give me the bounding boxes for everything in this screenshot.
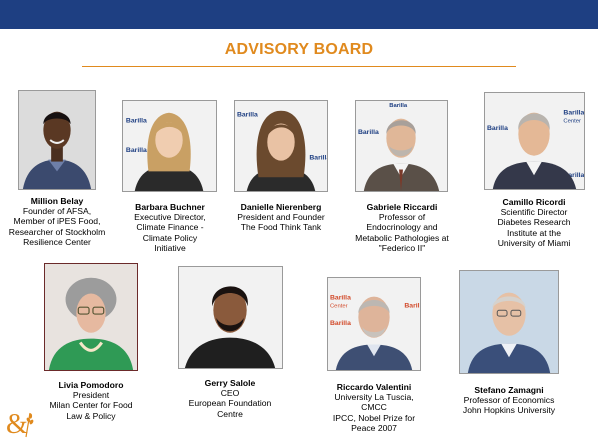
photo-gabriele-riccardi: Barilla Barilla xyxy=(355,100,448,192)
member-role-line: Endocrinology and xyxy=(366,222,438,233)
caption-gabriele-riccardi: Gabriele Riccardi Professor of Endocrino… xyxy=(340,202,464,253)
caption-barbara-buchner: Barbara Buchner Executive Director, Clim… xyxy=(114,202,226,253)
caption-riccardo-valentini: Riccardo Valentini University La Tuscia,… xyxy=(312,382,436,433)
member-role-line: President and Founder xyxy=(237,212,325,223)
photo-stefano-zamagni xyxy=(459,270,559,374)
member-role-line: Professor of Economics xyxy=(463,395,555,406)
backdrop-logo-text: Barilla xyxy=(487,125,508,132)
member-role-line: European Foundation xyxy=(188,398,272,409)
photo-gerry-salole xyxy=(178,266,283,369)
caption-million-belay: Million Belay Founder of AFSA, Member of… xyxy=(2,196,112,247)
member-role-line: Professor of xyxy=(378,212,426,223)
member-role-line: Scientific Director xyxy=(500,207,568,218)
page-title: ADVISORY BOARD xyxy=(224,41,374,58)
photo-danielle-nierenberg: Barilla Barilla xyxy=(234,100,328,192)
backdrop-logo-text: Barilla xyxy=(563,110,584,117)
member-name: Gerry Salole xyxy=(204,378,256,388)
member-name: Barbara Buchner xyxy=(135,202,205,212)
caption-danielle-nierenberg: Danielle Nierenberg President and Founde… xyxy=(224,202,338,233)
backdrop-logo-text: Barilla xyxy=(126,147,147,154)
backdrop-logo-text: Barilla xyxy=(126,118,147,125)
member-role-line: IPCC, Nobel Prize for xyxy=(332,412,416,423)
member-role-line: Founder of AFSA, xyxy=(22,206,92,217)
member-role-line: "Federico II" xyxy=(378,242,426,253)
member-role-line: John Hopkins University xyxy=(462,405,556,416)
title-divider xyxy=(82,66,516,67)
member-name: Danielle Nierenberg xyxy=(240,202,322,212)
photo-camillo-ricordi: Barilla Barilla Center Barilla xyxy=(484,92,585,190)
photo-livia-pomodoro xyxy=(44,263,138,371)
member-role-line: Peace 2007 xyxy=(351,422,397,433)
member-role-line: Diabetes Research xyxy=(497,217,571,228)
backdrop-logo-text: Barilla xyxy=(358,129,379,136)
member-role-line: President xyxy=(72,390,110,401)
member-name: Livia Pomodoro xyxy=(58,380,124,390)
member-role-line: Institute at the xyxy=(507,227,561,238)
caption-stefano-zamagni: Stefano Zamagni Professor of Economics J… xyxy=(446,385,572,416)
caption-livia-pomodoro: Livia Pomodoro President Milan Center fo… xyxy=(30,380,152,421)
photo-barbara-buchner: Barilla Barilla xyxy=(122,100,217,192)
member-role-line: Initiative xyxy=(154,242,186,253)
member-name: Stefano Zamagni xyxy=(474,385,544,395)
photo-riccardo-valentini: Barilla Center Barilla Barilla xyxy=(327,277,421,371)
backdrop-logo-text: Barilla xyxy=(309,155,327,162)
member-role-line: CMCC xyxy=(361,402,387,413)
member-role-line: University La Tuscia, xyxy=(334,392,414,403)
member-role-line: The Food Think Tank xyxy=(240,222,322,233)
top-banner xyxy=(0,0,598,29)
member-role-line: Executive Director, xyxy=(134,212,206,223)
member-role-line: Member of iPES Food, xyxy=(13,216,101,227)
backdrop-logo-text: Center xyxy=(563,118,581,124)
backdrop-logo-text: Barilla xyxy=(237,112,258,119)
member-role-line: CEO xyxy=(220,388,240,399)
member-role-line: Centre xyxy=(217,408,243,419)
member-role-line: Climate Finance - xyxy=(136,222,204,233)
svg-text:&: & xyxy=(6,409,28,439)
member-name: Riccardo Valentini xyxy=(336,382,412,392)
member-name: Camillo Ricordi xyxy=(502,197,566,207)
ampersand-logo-icon: & xyxy=(6,407,34,440)
backdrop-logo-text: Barilla xyxy=(404,302,420,309)
photo-million-belay xyxy=(18,90,96,190)
member-role-line: Resilience Center xyxy=(23,236,91,247)
member-name: Gabriele Riccardi xyxy=(366,202,438,212)
member-role-line: Metabolic Pathologies at xyxy=(355,232,449,243)
backdrop-logo-text: Center xyxy=(330,303,348,309)
caption-gerry-salole: Gerry Salole CEO European Foundation Cen… xyxy=(168,378,292,419)
backdrop-logo-text: Barilla xyxy=(330,320,351,327)
member-role-line: Researcher of Stockholm xyxy=(8,226,106,237)
backdrop-logo-text: Barilla xyxy=(330,295,351,302)
backdrop-logo-text: Barilla xyxy=(389,103,408,109)
backdrop-logo-text: Barilla xyxy=(563,172,584,179)
member-role-line: University of Miami xyxy=(497,237,571,248)
member-role-line: Law & Policy xyxy=(66,410,116,421)
caption-camillo-ricordi: Camillo Ricordi Scientific Director Diab… xyxy=(472,197,596,248)
member-role-line: Climate Policy xyxy=(142,232,198,243)
member-role-line: Milan Center for Food xyxy=(49,400,133,411)
member-name: Million Belay xyxy=(30,196,84,206)
